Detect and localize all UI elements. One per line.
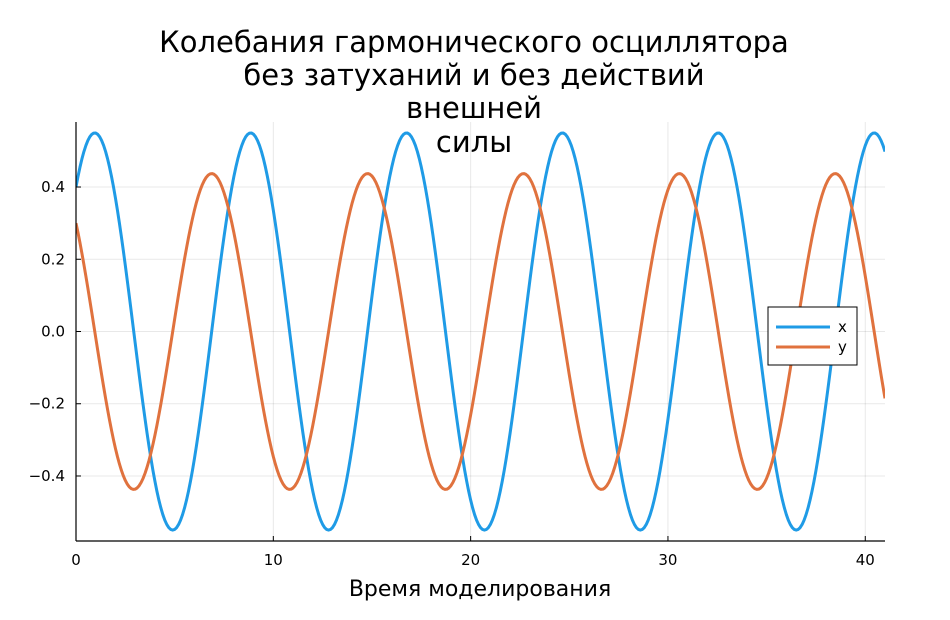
legend-box (767, 306, 858, 366)
title-line-1: Колебания гармонического осциллятора (159, 25, 789, 59)
x-tick-label-0: 0 (71, 551, 81, 569)
legend-label-x: x (838, 318, 847, 336)
title-line-4: силы (436, 125, 512, 159)
tick-labels: 0 10 20 30 40 −0.4 −0.2 0.0 0.2 0.4 (29, 178, 875, 569)
series-line-x (76, 131, 885, 532)
axes (75, 122, 885, 542)
x-tick-label-1: 10 (264, 551, 283, 569)
legend-label-y: y (838, 338, 847, 356)
title-line-2: без затуханий и без действий (243, 58, 704, 92)
x-tick-label-3: 30 (658, 551, 677, 569)
x-tick-label-4: 40 (856, 551, 875, 569)
x-axis-label: Время моделирования (349, 577, 611, 602)
grid (75, 122, 885, 541)
series-line-y (76, 172, 885, 491)
series-lines (76, 131, 885, 532)
title-line-3: внешней (406, 91, 542, 125)
y-tick-label-3: 0.2 (41, 250, 65, 268)
y-tick-label-1: −0.2 (29, 395, 65, 413)
y-tick-label-4: 0.4 (41, 178, 65, 196)
y-tick-label-2: 0.0 (41, 323, 65, 341)
x-tick-label-2: 20 (461, 551, 480, 569)
chart-title: Колебания гармонического осцилляторабез … (159, 25, 789, 159)
legend: xy (767, 306, 858, 366)
y-tick-label-0: −0.4 (29, 467, 65, 485)
